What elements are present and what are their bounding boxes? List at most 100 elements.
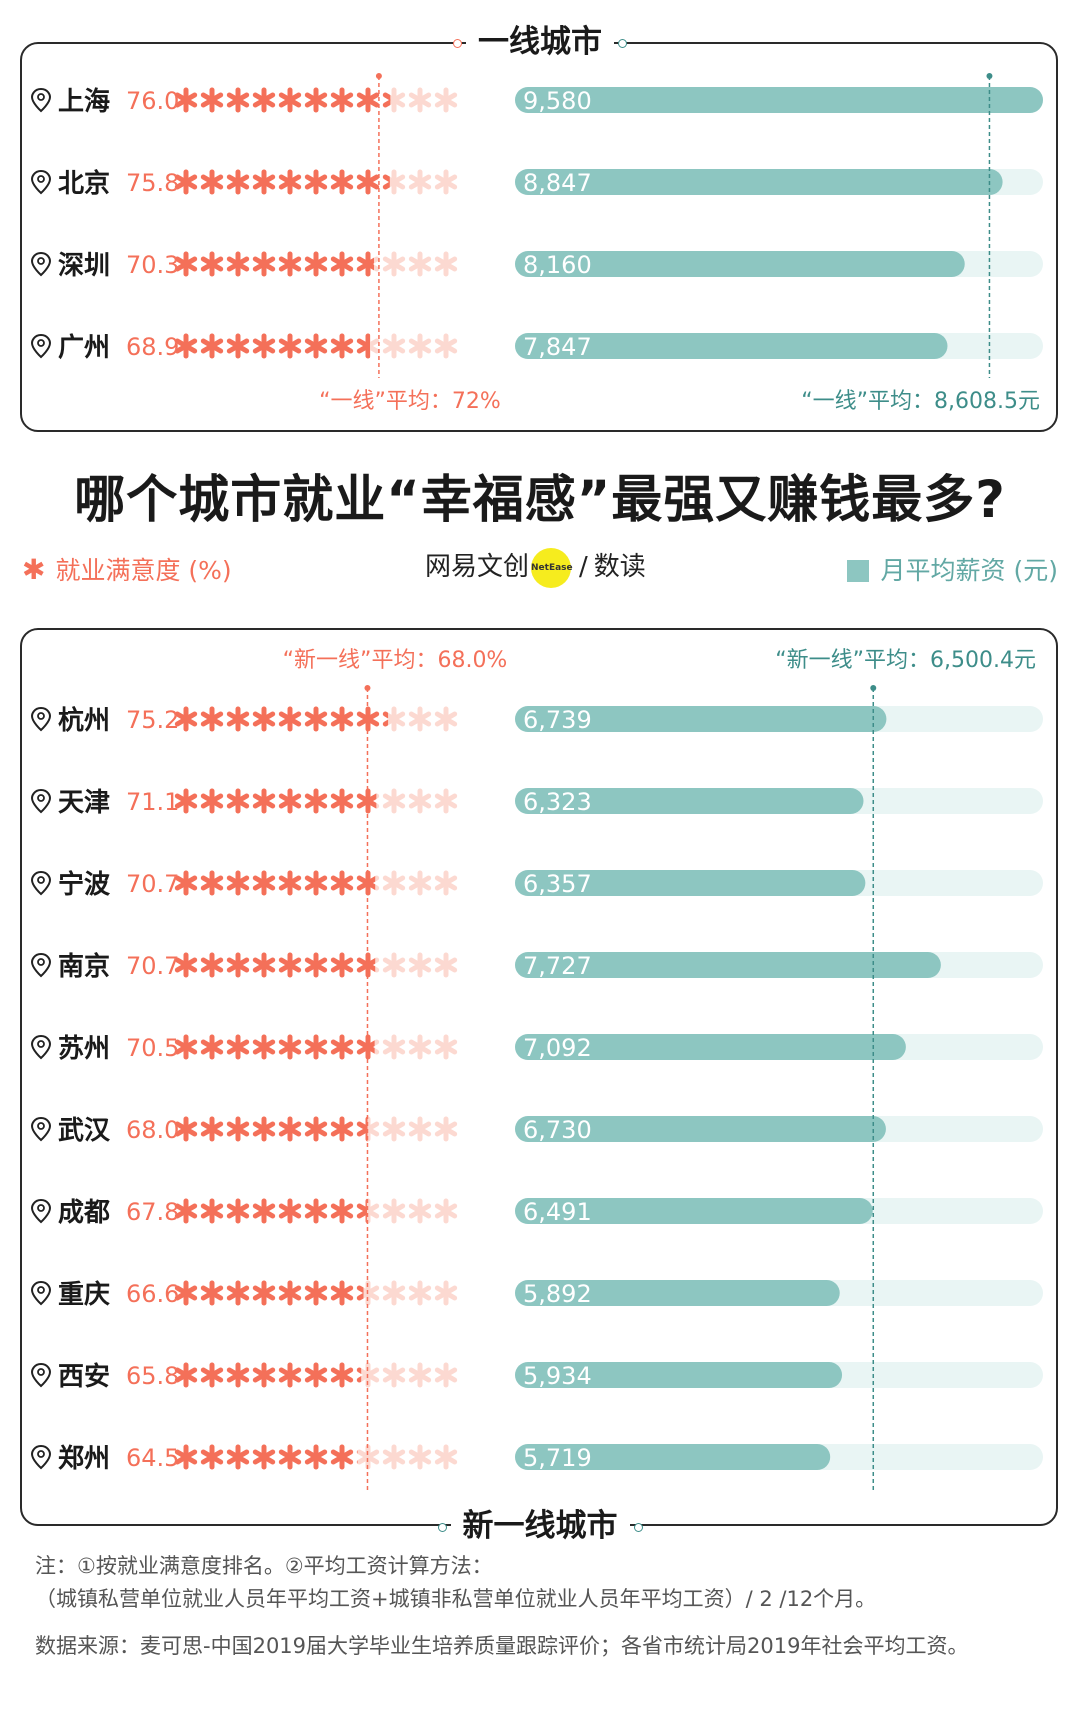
pin-dot: [37, 1204, 45, 1212]
satisfaction-value-label: 66.6: [126, 1280, 179, 1308]
pin-outline: [30, 333, 52, 359]
satisfaction-star: [226, 87, 250, 113]
asterisk-stroke: [226, 1449, 250, 1465]
asterisk-stroke: [434, 338, 458, 354]
satisfaction-star-bg: [434, 1034, 458, 1060]
asterisk-stroke: [252, 957, 276, 973]
asterisk-stroke: [408, 256, 432, 272]
satisfaction-star-bg: [408, 1034, 432, 1060]
pin-dot: [37, 1368, 45, 1376]
asterisk-stroke: [330, 1121, 354, 1137]
satisfaction-star: [252, 251, 276, 277]
asterisk-stroke: [226, 256, 250, 272]
satisfaction-star: [174, 706, 198, 732]
asterisk-stroke: [408, 1121, 432, 1137]
satisfaction-star: [174, 952, 198, 978]
satisfaction-star: [330, 251, 354, 277]
pin-outline: [30, 1116, 52, 1142]
asterisk-stroke: [330, 1449, 354, 1465]
satisfaction-value-label: 68.9: [126, 333, 179, 361]
satisfaction-star-bg: [434, 333, 458, 359]
asterisk-stroke: [252, 1121, 276, 1137]
satisfaction-star: [278, 169, 302, 195]
satisfaction-star: [330, 333, 354, 359]
satisfaction-star-fill: [174, 1280, 364, 1306]
location-pin-icon: [30, 870, 52, 896]
satisfaction-star-bg: [382, 1116, 406, 1142]
satisfaction-star: [356, 1198, 367, 1224]
location-pin-icon: [30, 333, 52, 359]
satisfaction-avg-dot: [364, 685, 371, 691]
asterisk-stroke: [434, 1367, 458, 1383]
city-label: 郑州: [58, 1444, 110, 1474]
pin-outline: [30, 1034, 52, 1060]
asterisk-stroke: [408, 1203, 432, 1219]
asterisk-stroke: [330, 793, 354, 809]
satisfaction-star: [304, 706, 328, 732]
satisfaction-star-bg: [408, 870, 432, 896]
legend-salary: 月平均薪资 (元): [846, 551, 1058, 587]
satisfaction-star: [304, 1280, 328, 1306]
salary-bar: [515, 87, 1043, 113]
asterisk-stroke: [382, 1367, 406, 1383]
satisfaction-star: [252, 870, 276, 896]
asterisk-stroke: [200, 1285, 224, 1301]
asterisk-stroke: [226, 1367, 250, 1383]
asterisk-icon: ✱: [22, 553, 46, 586]
satisfaction-star-bg: [382, 870, 406, 896]
asterisk-stroke: [174, 256, 198, 272]
asterisk-stroke: [408, 711, 432, 727]
asterisk-stroke: [356, 338, 371, 351]
satisfaction-star: [200, 87, 224, 113]
satisfaction-star: [278, 1034, 302, 1060]
asterisk-stroke: [304, 1121, 328, 1137]
salary-value-label: 7,847: [523, 333, 592, 361]
satisfaction-value-label: 71.1: [126, 788, 179, 816]
city-label: 北京: [58, 168, 110, 199]
satisfaction-star-bg: [382, 1198, 406, 1224]
location-pin-icon: [30, 1034, 52, 1060]
satisfaction-star: [278, 87, 302, 113]
asterisk-stroke: [252, 338, 276, 354]
location-pin-icon: [30, 169, 52, 195]
satisfaction-star: [200, 952, 224, 978]
asterisk-stroke: [252, 875, 276, 891]
satisfaction-value-label: 68.0: [126, 1116, 179, 1144]
satisfaction-star-bg: [434, 169, 458, 195]
satisfaction-star-bg: [434, 952, 458, 978]
asterisk-stroke: [408, 875, 432, 891]
asterisk-stroke: [330, 1039, 354, 1055]
asterisk-stroke: [356, 92, 380, 108]
asterisk-stroke: [382, 99, 391, 108]
asterisk-stroke: [252, 1203, 276, 1219]
satisfaction-star-bg: [382, 1034, 406, 1060]
location-pin-icon: [30, 87, 52, 113]
asterisk-stroke: [382, 875, 406, 891]
asterisk-stroke: [408, 1285, 432, 1301]
asterisk-stroke: [278, 1039, 302, 1055]
asterisk-stroke: [278, 92, 302, 108]
asterisk-stroke: [330, 957, 354, 973]
asterisk-stroke: [408, 1039, 432, 1055]
asterisk-stroke: [226, 1285, 250, 1301]
satisfaction-star-bg: [408, 952, 432, 978]
pin-outline: [30, 1280, 52, 1306]
satisfaction-star-bg: [434, 251, 458, 277]
asterisk-stroke: [356, 174, 380, 190]
satisfaction-star: [330, 87, 354, 113]
asterisk-stroke: [408, 338, 432, 354]
satisfaction-star: [330, 1362, 354, 1388]
satisfaction-star: [226, 788, 250, 814]
satisfaction-star-fill: [174, 251, 375, 277]
satisfaction-star-bg: [408, 1280, 432, 1306]
satisfaction-star-bg: [356, 1198, 380, 1224]
pin-outline: [30, 952, 52, 978]
asterisk-stroke: [174, 92, 198, 108]
asterisk-stroke: [434, 174, 458, 190]
satisfaction-star-bg: [382, 1444, 406, 1470]
salary-value-label: 6,491: [523, 1198, 592, 1226]
asterisk-stroke: [278, 711, 302, 727]
asterisk-stroke: [226, 1039, 250, 1055]
satisfaction-star-fill: [174, 169, 390, 195]
asterisk-stroke: [434, 1121, 458, 1137]
